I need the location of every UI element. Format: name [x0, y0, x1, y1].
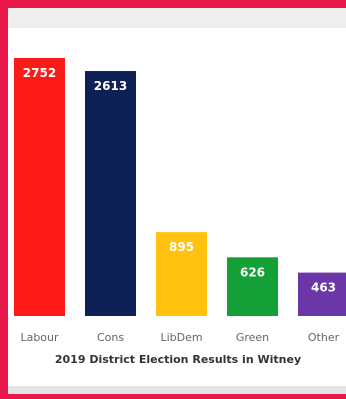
bar-green: [227, 257, 278, 316]
category-label-labour: Labour: [20, 331, 59, 344]
category-label-cons: Cons: [97, 331, 124, 344]
category-label-libdem: LibDem: [160, 331, 202, 344]
value-label-cons: 2613: [94, 79, 127, 93]
value-label-green: 626: [240, 265, 265, 279]
bar-labour: [14, 58, 65, 316]
category-label-green: Green: [236, 331, 269, 344]
chart-title: 2019 District Election Results in Witney: [55, 353, 301, 366]
bar-libdem: [156, 232, 207, 316]
value-label-other: 463: [311, 281, 336, 295]
value-label-labour: 2752: [23, 66, 56, 80]
bottom-strip: [8, 386, 346, 394]
bar-cons: [85, 71, 136, 316]
category-label-other: Other: [308, 331, 340, 344]
labels-group: 2752 Labour 2613 Cons 895 LibDem 626 Green 463 Ot…: [20, 66, 339, 344]
value-label-libdem: 895: [169, 240, 194, 254]
bar-other: [298, 272, 346, 316]
bars-group: [14, 58, 346, 316]
